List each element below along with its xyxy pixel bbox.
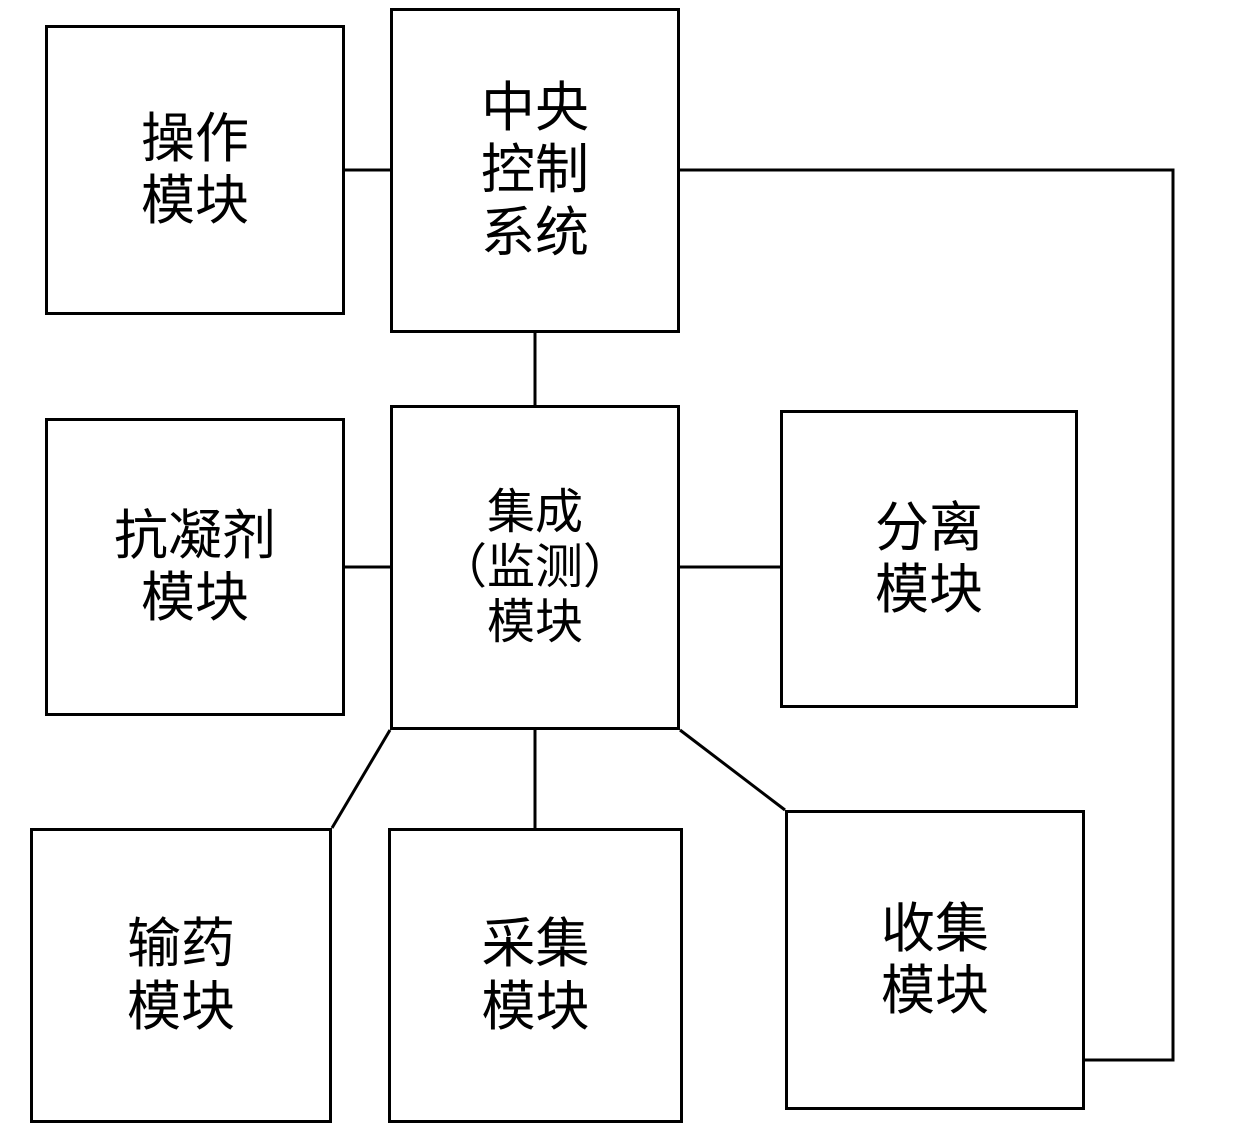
node-label-integration: 集成 （监测） 模块 <box>439 485 631 651</box>
node-central: 中央 控制 系统 <box>390 8 680 333</box>
node-acquisition: 采集 模块 <box>388 828 683 1123</box>
system-diagram: 操作 模块 中央 控制 系统抗凝剂 模块 集成 （监测） 模块 分离 模块输药 模块 采… <box>0 0 1240 1148</box>
node-label-acquisition: 采集 模块 <box>482 913 590 1037</box>
node-label-operation: 操作 模块 <box>141 108 249 232</box>
node-label-central: 中央 控制 系统 <box>481 77 589 263</box>
node-separation: 分离 模块 <box>780 410 1078 708</box>
node-anticoag: 抗凝剂 模块 <box>45 418 345 716</box>
edge-integration-infusion <box>332 730 390 828</box>
node-label-anticoag: 抗凝剂 模块 <box>114 505 276 629</box>
node-label-separation: 分离 模块 <box>875 497 983 621</box>
node-collection: 收集 模块 <box>785 810 1085 1110</box>
node-operation: 操作 模块 <box>45 25 345 315</box>
node-label-infusion: 输药 模块 <box>127 913 235 1037</box>
node-infusion: 输药 模块 <box>30 828 332 1123</box>
node-integration: 集成 （监测） 模块 <box>390 405 680 730</box>
edge-integration-collection <box>680 730 785 810</box>
node-label-collection: 收集 模块 <box>881 898 989 1022</box>
